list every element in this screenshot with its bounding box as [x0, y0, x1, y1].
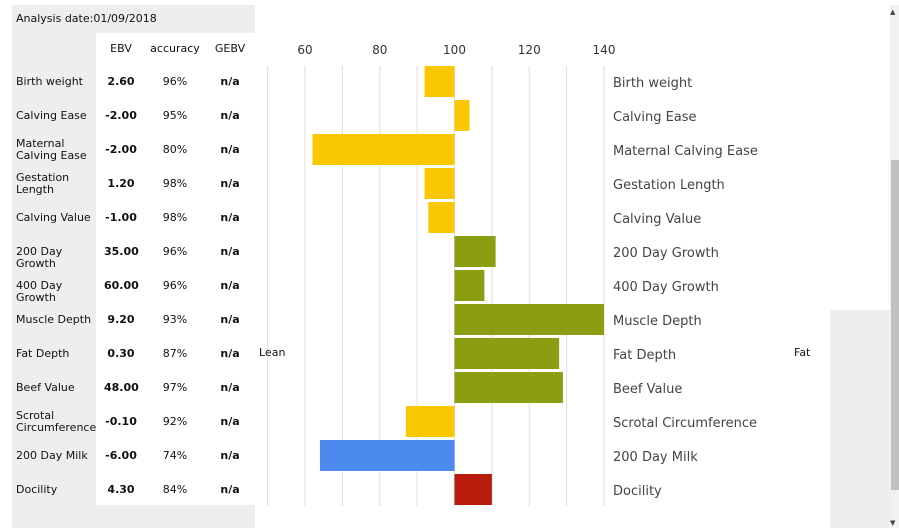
gebv-value: n/a [220, 347, 240, 360]
trait-name: Birth weight [16, 75, 83, 88]
bar-label: Calving Ease [613, 110, 697, 125]
bar-label: 200 Day Growth [613, 246, 719, 261]
bar-label: Beef Value [613, 382, 682, 397]
bar-gestation-length [424, 168, 455, 199]
trait-name: Beef Value [16, 381, 75, 394]
accuracy-value: 74% [162, 449, 188, 462]
ebv-value: -2.00 [105, 109, 137, 122]
accuracy-value: 87% [162, 347, 188, 360]
bar-label: Gestation Length [613, 178, 725, 193]
gebv-value: n/a [220, 313, 240, 326]
accuracy-value: 98% [162, 211, 188, 224]
ebv-value: -6.00 [105, 449, 137, 462]
ebv-value: -1.00 [105, 211, 137, 224]
x-tick-label: 80 [372, 43, 387, 57]
scrollbar-thumb[interactable] [891, 160, 899, 490]
bar-fat-depth [454, 338, 560, 369]
header-ebv: EBV [110, 42, 132, 55]
bar-label: Docility [613, 484, 662, 499]
scroll-down-arrow-icon[interactable]: ▼ [890, 519, 896, 527]
gebv-value: n/a [220, 449, 240, 462]
panel-footer [96, 505, 255, 528]
bar-label: Calving Value [613, 212, 701, 227]
bar-docility [454, 474, 492, 505]
accuracy-value: 84% [162, 483, 188, 496]
trait-name: Scrotal Circumference [16, 409, 97, 434]
bar-label: 200 Day Milk [613, 450, 698, 465]
trait-panel-background [12, 5, 96, 528]
gebv-value: n/a [220, 279, 240, 292]
bar-maternal-calving-ease [312, 134, 455, 165]
bar-label: Muscle Depth [613, 314, 702, 329]
accuracy-value: 95% [162, 109, 188, 122]
gebv-value: n/a [220, 483, 240, 496]
accuracy-value: 96% [162, 75, 188, 88]
trait-name: Calving Ease [16, 109, 87, 122]
accuracy-value: 92% [162, 415, 188, 428]
trait-name: Calving Value [16, 211, 91, 224]
ebv-value: 4.30 [107, 483, 135, 496]
scale-left-label: Lean [259, 346, 286, 359]
ebv-value: -2.00 [105, 143, 137, 156]
trait-name: Docility [16, 483, 58, 496]
trait-name: Fat Depth [16, 347, 70, 360]
accuracy-value: 80% [162, 143, 188, 156]
bar-muscle-depth [454, 304, 604, 335]
gebv-value: n/a [220, 143, 240, 156]
gebv-value: n/a [220, 109, 240, 122]
scale-right-label: Fat [794, 346, 811, 359]
header-gebv: GEBV [214, 42, 246, 55]
x-tick-label: 140 [593, 43, 616, 57]
ebv-value: 35.00 [104, 245, 139, 258]
x-tick-label: 100 [443, 43, 466, 57]
bar-label: 400 Day Growth [613, 280, 719, 295]
accuracy-value: 97% [162, 381, 188, 394]
bar-label: Fat Depth [613, 348, 676, 363]
accuracy-value: 96% [162, 245, 188, 258]
ebv-value: 60.00 [104, 279, 139, 292]
trait-name: 200 Day Milk [16, 449, 88, 462]
bar-label: Birth weight [613, 76, 692, 91]
bar-200-day-milk [319, 440, 455, 471]
trait-name: 200 Day Growth [16, 245, 63, 270]
gebv-value: n/a [220, 381, 240, 394]
scroll-up-arrow-icon[interactable]: ▲ [890, 8, 896, 16]
bar-beef-value [454, 372, 563, 403]
header-accuracy: accuracy [150, 42, 200, 55]
ebv-value: 2.60 [107, 75, 135, 88]
bar-label: Scrotal Circumference [613, 416, 757, 431]
right-panel-background [830, 310, 890, 528]
gebv-value: n/a [220, 415, 240, 428]
accuracy-value: 96% [162, 279, 188, 292]
bar-calving-value [428, 202, 455, 233]
gebv-value: n/a [220, 177, 240, 190]
ebv-value: 48.00 [104, 381, 139, 394]
x-tick-label: 120 [518, 43, 541, 57]
trait-name: Muscle Depth [16, 313, 92, 326]
gebv-value: n/a [220, 245, 240, 258]
bar-label: Maternal Calving Ease [613, 144, 758, 159]
bar-200-day-growth [454, 236, 496, 267]
gebv-value: n/a [220, 75, 240, 88]
accuracy-value: 98% [162, 177, 188, 190]
bar-calving-ease [454, 100, 470, 131]
gebv-value: n/a [220, 211, 240, 224]
trait-name: 400 Day Growth [16, 279, 63, 304]
analysis-date: Analysis date:01/09/2018 [12, 5, 255, 33]
accuracy-value: 93% [162, 313, 188, 326]
bar-birth-weight [424, 66, 455, 97]
x-tick-label: 60 [297, 43, 312, 57]
trait-name: Gestation Length [16, 171, 70, 196]
trait-name: Maternal Calving Ease [16, 137, 87, 162]
bar-scrotal-circumference [405, 406, 455, 437]
ebv-value: 1.20 [107, 177, 135, 190]
ebv-value: -0.10 [105, 415, 137, 428]
ebv-value: 0.30 [107, 347, 135, 360]
bar-400-day-growth [454, 270, 485, 301]
ebv-value: 9.20 [107, 313, 135, 326]
